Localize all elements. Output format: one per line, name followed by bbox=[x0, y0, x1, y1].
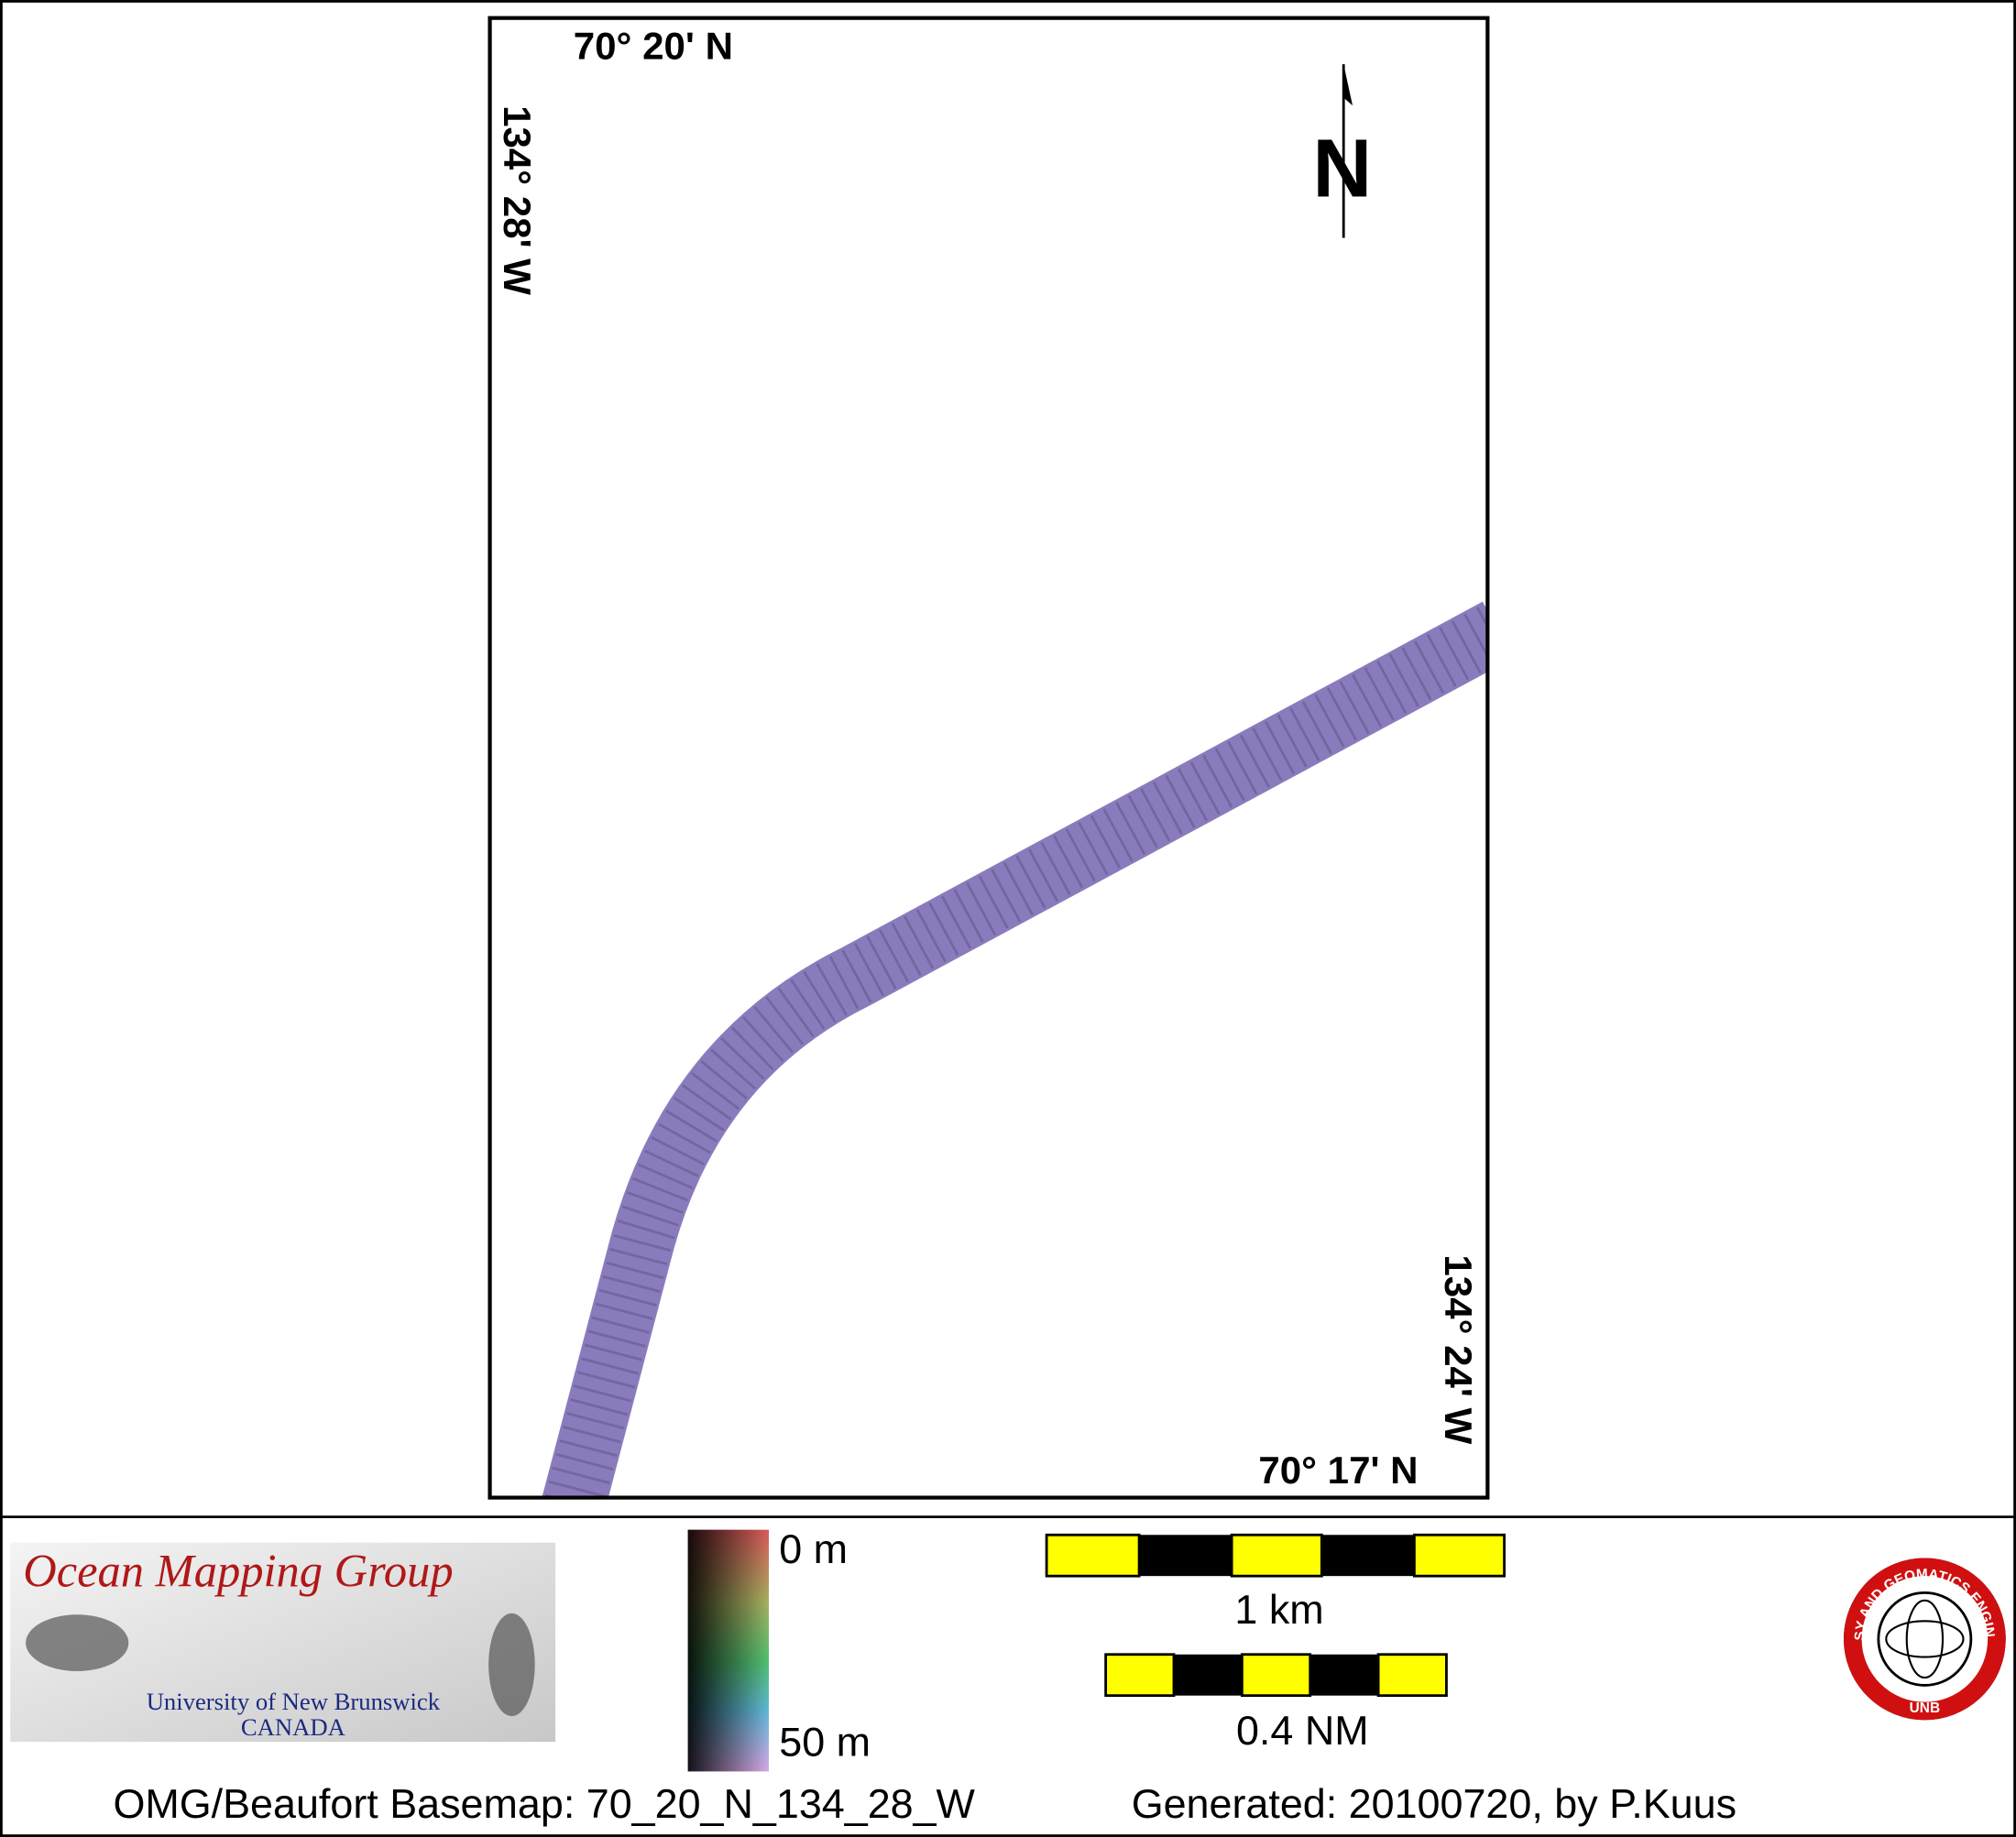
scale-label: 1 km bbox=[1234, 1586, 1323, 1633]
unb-text: UNB bbox=[1910, 1700, 1940, 1716]
omg-logo: Ocean Mapping Group University of New Br… bbox=[10, 1542, 556, 1743]
logo-line: CANADA bbox=[241, 1713, 346, 1741]
map-frame bbox=[488, 16, 1490, 1500]
unb-logo: GEODESY AND GEOMATICS ENGINEERING UNB bbox=[0, 0, 2006, 1721]
scale-label: 0.4 NM bbox=[1236, 1707, 1369, 1754]
lon-label: 134° 24' W bbox=[1437, 1254, 1480, 1444]
depth-label: 50 m bbox=[779, 1719, 871, 1766]
swath bbox=[542, 601, 1488, 1498]
logo-line: University of New Brunswick bbox=[147, 1688, 441, 1715]
scale-bar-km: 1 km bbox=[1045, 1533, 1506, 1633]
scale-bar-nm: 0.4 NM bbox=[1104, 1653, 1448, 1754]
survey-swath bbox=[542, 601, 1488, 1498]
svg-text:GEODESY AND GEOMATICS ENGINEER: GEODESY AND GEOMATICS ENGINEERING bbox=[0, 0, 1997, 1641]
footer-generated: Generated: 20100720, by P.Kuus bbox=[1132, 1780, 1737, 1827]
unb-ring-text: GEODESY AND GEOMATICS ENGINEERING bbox=[0, 0, 1997, 1641]
footer-basemap: OMG/Beaufort Basemap: 70_20_N_134_28_W bbox=[113, 1780, 975, 1827]
depth-label: 0 m bbox=[779, 1525, 848, 1572]
lon-label: 134° 28' W bbox=[496, 105, 539, 295]
logo-title: Ocean Mapping Group bbox=[23, 1545, 453, 1596]
lat-label: 70° 20' N bbox=[574, 25, 733, 68]
north-label: N bbox=[1312, 124, 1372, 215]
depth-colorbar: 0 m 50 m bbox=[687, 1525, 871, 1772]
north-arrow: N bbox=[1312, 64, 1372, 238]
lat-label: 70° 17' N bbox=[1258, 1449, 1418, 1492]
